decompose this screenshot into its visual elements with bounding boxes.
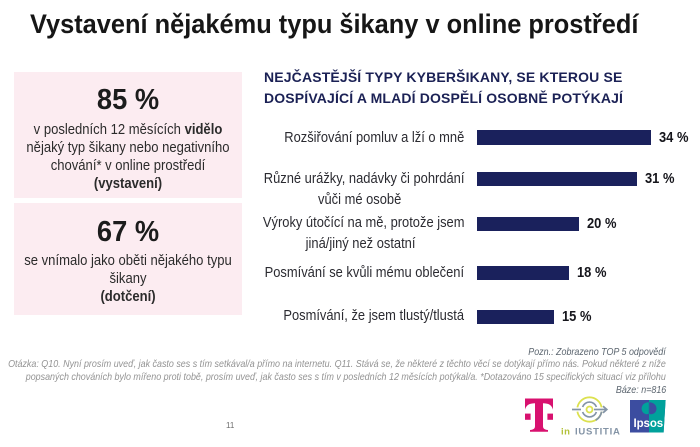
svg-text:IUSTITIA: IUSTITIA bbox=[575, 427, 621, 438]
svg-text:in: in bbox=[561, 427, 570, 438]
svg-text:Ipsos: Ipsos bbox=[633, 418, 663, 430]
